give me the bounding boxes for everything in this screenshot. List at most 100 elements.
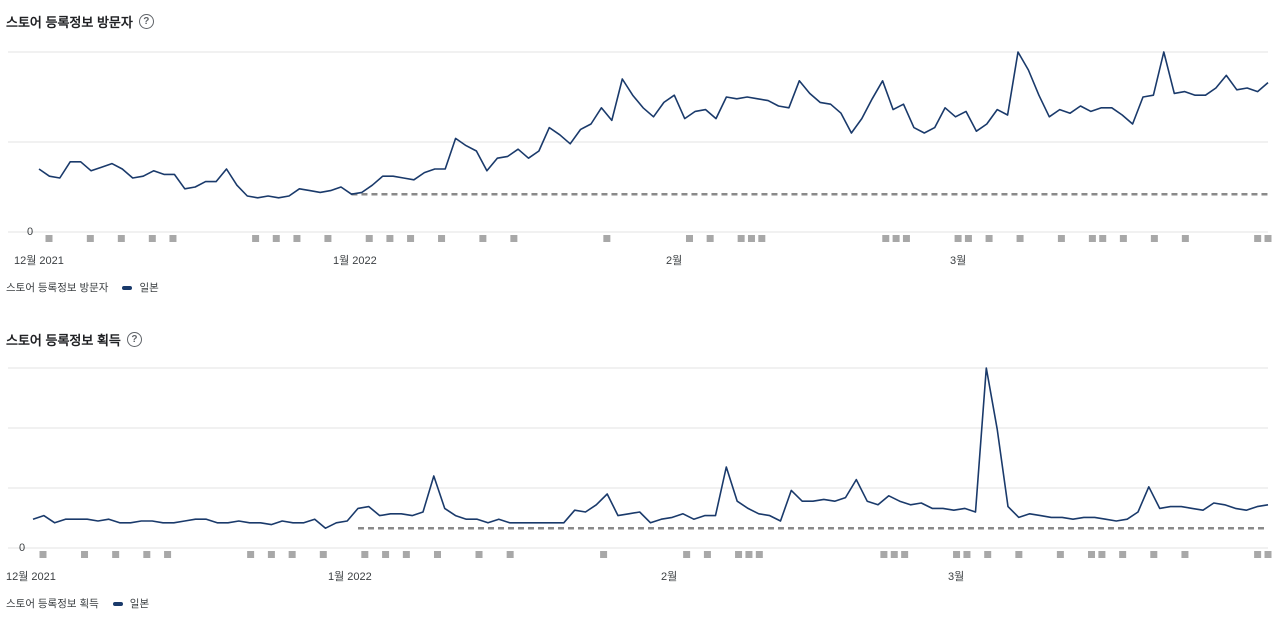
series-line-japan[interactable]	[32, 367, 1269, 530]
visitors-chart-title: 스토어 등록정보 방문자	[6, 15, 133, 30]
day-marker[interactable]	[117, 235, 125, 242]
day-marker[interactable]	[319, 551, 327, 558]
day-marker[interactable]	[1150, 551, 1158, 558]
day-marker[interactable]	[164, 551, 172, 558]
visitors-chart-panel: 스토어 등록정보 방문자 ? 0 12월 2021 1월 2022 2월 3월 …	[0, 0, 1280, 305]
day-marker[interactable]	[685, 235, 693, 242]
acquisitions-line-chart[interactable]: 0 12월 2021 1월 2022 2월 3월	[0, 0, 1280, 590]
day-marker[interactable]	[1254, 551, 1262, 558]
day-marker[interactable]	[603, 235, 611, 242]
series-line-japan[interactable]	[38, 51, 1269, 199]
day-marker[interactable]	[45, 235, 53, 242]
day-marker[interactable]	[683, 551, 691, 558]
legend-series-label[interactable]: 일본	[129, 598, 150, 610]
day-marker[interactable]	[892, 235, 900, 242]
legend-metric-label: 스토어 등록정보 방문자	[6, 282, 109, 294]
day-marker[interactable]	[510, 235, 518, 242]
day-marker[interactable]	[745, 551, 753, 558]
day-marker[interactable]	[1056, 551, 1064, 558]
day-marker[interactable]	[984, 551, 992, 558]
day-marker[interactable]	[954, 235, 962, 242]
day-marker[interactable]	[985, 235, 993, 242]
day-marker[interactable]	[324, 235, 332, 242]
day-marker[interactable]	[963, 551, 971, 558]
day-marker[interactable]	[1119, 235, 1127, 242]
x-tick-dec-2021: 12월 2021	[6, 570, 56, 583]
day-marker[interactable]	[479, 235, 487, 242]
day-marker[interactable]	[361, 551, 369, 558]
day-marker[interactable]	[1254, 235, 1262, 242]
acquisitions-chart-title: 스토어 등록정보 획득	[6, 333, 121, 348]
day-marker[interactable]	[1016, 235, 1024, 242]
day-marker[interactable]	[953, 551, 961, 558]
day-marker[interactable]	[143, 551, 151, 558]
day-markers	[39, 551, 1272, 558]
x-tick-mar: 3월	[950, 254, 966, 267]
day-marker[interactable]	[386, 235, 394, 242]
day-marker[interactable]	[1264, 551, 1272, 558]
day-marker[interactable]	[735, 551, 743, 558]
day-marker[interactable]	[703, 551, 711, 558]
day-marker[interactable]	[402, 551, 410, 558]
day-marker[interactable]	[81, 551, 89, 558]
legend-metric-label: 스토어 등록정보 획득	[6, 598, 99, 610]
x-tick-jan-2022: 1월 2022	[328, 570, 372, 583]
day-marker[interactable]	[755, 551, 763, 558]
visitors-chart-title-row: 스토어 등록정보 방문자 ?	[6, 12, 154, 31]
acquisitions-chart-title-row: 스토어 등록정보 획득 ?	[6, 330, 142, 349]
day-marker[interactable]	[1181, 551, 1189, 558]
day-marker[interactable]	[252, 235, 260, 242]
y-tick-zero: 0	[27, 226, 33, 238]
help-icon[interactable]: ?	[138, 14, 154, 29]
day-marker[interactable]	[1088, 551, 1096, 558]
x-tick-feb: 2월	[666, 254, 682, 267]
day-marker[interactable]	[247, 551, 255, 558]
day-marker[interactable]	[382, 551, 390, 558]
day-marker[interactable]	[901, 551, 909, 558]
day-marker[interactable]	[433, 551, 441, 558]
day-marker[interactable]	[148, 235, 156, 242]
day-marker[interactable]	[438, 235, 446, 242]
day-marker[interactable]	[1264, 235, 1272, 242]
y-tick-zero: 0	[19, 542, 25, 554]
day-marker[interactable]	[506, 551, 514, 558]
day-marker[interactable]	[1181, 235, 1189, 242]
day-marker[interactable]	[890, 551, 898, 558]
day-marker[interactable]	[86, 235, 94, 242]
day-marker[interactable]	[272, 235, 280, 242]
day-marker[interactable]	[475, 551, 483, 558]
day-marker[interactable]	[407, 235, 415, 242]
day-marker[interactable]	[267, 551, 275, 558]
day-marker[interactable]	[902, 235, 910, 242]
day-marker[interactable]	[882, 235, 890, 242]
day-marker[interactable]	[737, 235, 745, 242]
day-marker[interactable]	[600, 551, 608, 558]
legend-series-label[interactable]: 일본	[139, 282, 159, 294]
day-marker[interactable]	[1119, 551, 1127, 558]
day-marker[interactable]	[288, 551, 296, 558]
day-marker[interactable]	[1015, 551, 1023, 558]
day-marker[interactable]	[1099, 235, 1107, 242]
visitors-line-chart[interactable]: 0 12월 2021 1월 2022 2월 3월	[0, 0, 1280, 270]
x-tick-mar: 3월	[948, 570, 964, 583]
day-marker[interactable]	[293, 235, 301, 242]
day-marker[interactable]	[880, 551, 888, 558]
legend-swatch	[122, 285, 133, 290]
day-marker[interactable]	[365, 235, 373, 242]
day-marker[interactable]	[1098, 551, 1106, 558]
acquisitions-legend: 스토어 등록정보 획득 일본	[6, 596, 149, 611]
day-marker[interactable]	[169, 235, 177, 242]
day-marker[interactable]	[1150, 235, 1158, 242]
day-marker[interactable]	[706, 235, 714, 242]
x-tick-dec-2021: 12월 2021	[14, 254, 64, 267]
day-marker[interactable]	[39, 551, 47, 558]
day-marker[interactable]	[747, 235, 755, 242]
help-icon[interactable]: ?	[126, 332, 142, 347]
day-marker[interactable]	[758, 235, 766, 242]
day-marker[interactable]	[112, 551, 120, 558]
day-marker[interactable]	[1057, 235, 1065, 242]
x-tick-feb: 2월	[661, 570, 677, 583]
day-marker[interactable]	[964, 235, 972, 242]
day-marker[interactable]	[1088, 235, 1096, 242]
x-tick-jan-2022: 1월 2022	[333, 254, 377, 267]
